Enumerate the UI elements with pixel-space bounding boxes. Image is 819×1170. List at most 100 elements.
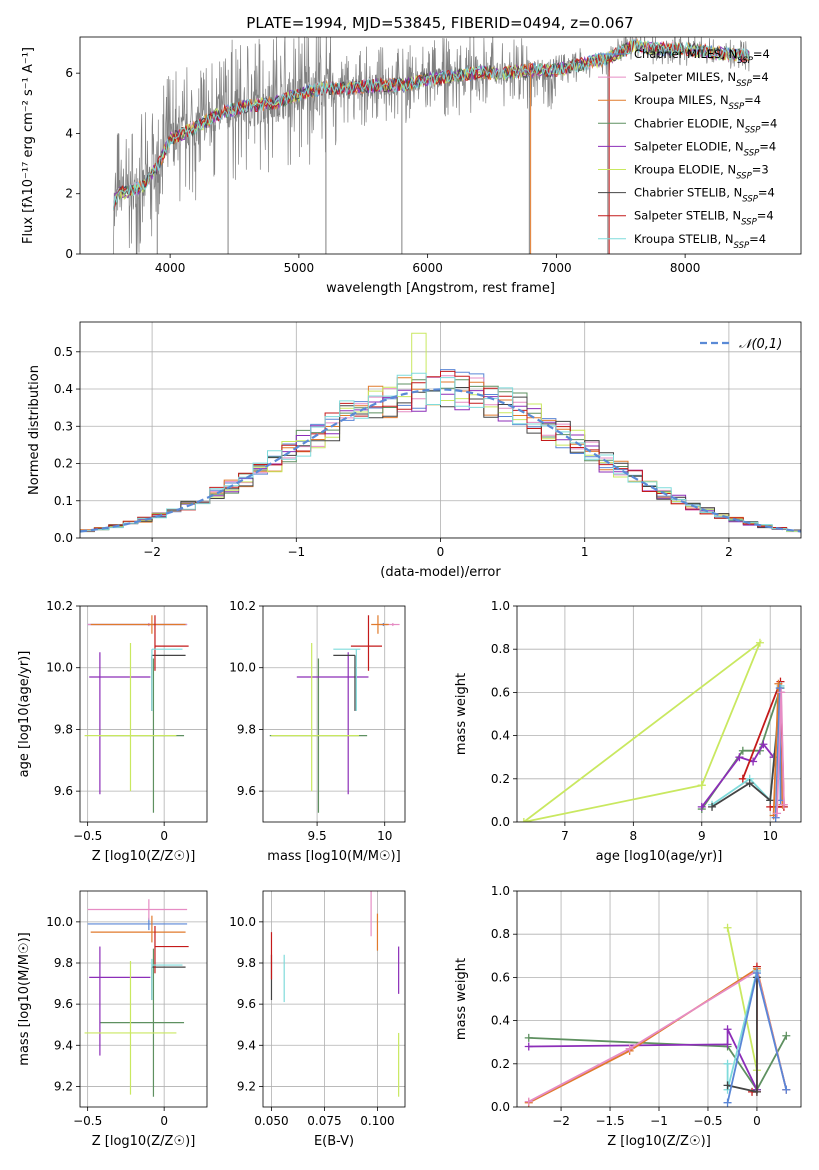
y-tick-label: 10.0 — [229, 661, 256, 675]
plot-area — [80, 606, 207, 822]
y-tick-label: 0.8 — [491, 927, 510, 941]
x-tick-label: 9 — [698, 829, 706, 843]
x-tick-label: −0.5 — [73, 829, 102, 843]
legend-label-kroupa_miles: Kroupa MILES, NSSP=4 — [634, 93, 761, 112]
legend-label-normal: 𝒩(0,1) — [739, 337, 782, 352]
legend-label-salpeter_elodie: Salpeter ELODIE, NSSP=4 — [634, 139, 776, 158]
weight-marker-kroupa_stelib — [723, 1059, 732, 1068]
y-tick-label: 0.0 — [491, 815, 510, 829]
y-tick-label: 1.0 — [491, 599, 510, 613]
weight-marker-salpeter_elodie — [723, 1025, 732, 1034]
x-tick-label: 0 — [160, 829, 168, 843]
x-tick-label: 10 — [763, 829, 778, 843]
y-tick-label: 10.0 — [229, 915, 256, 929]
figure-title: PLATE=1994, MJD=53845, FIBERID=0494, z=0… — [246, 14, 633, 32]
legend-label-salpeter_miles: Salpeter MILES, NSSP=4 — [634, 70, 769, 89]
weight-marker-kroupa_elodie — [755, 638, 764, 647]
y-tick-label: 9.8 — [54, 956, 73, 970]
weight-marker-chabrier_stelib — [752, 1087, 761, 1096]
y-tick-label: 0.5 — [54, 345, 73, 359]
x-tick-label: −2 — [552, 1114, 570, 1128]
y-tick-label: 0 — [65, 247, 73, 261]
y-tick-label: 2 — [65, 187, 73, 201]
x-tick-label: −2 — [143, 545, 161, 559]
x-axis-label: wavelength [Angstrom, rest frame] — [326, 281, 555, 296]
x-tick-label: −0.5 — [693, 1114, 722, 1128]
weight-marker-chabrier_elodie — [782, 1031, 791, 1040]
y-tick-label: 0.6 — [491, 685, 510, 699]
x-tick-label: −1 — [287, 545, 305, 559]
weight-line-salpeter_elodie — [528, 1028, 758, 1091]
y-tick-label: 0.4 — [491, 1014, 510, 1028]
weight-marker-kroupa_elodie — [723, 923, 732, 932]
y-tick-label: 10.2 — [229, 599, 256, 613]
y-tick-label: 1.0 — [491, 884, 510, 898]
x-tick-label: 8 — [630, 829, 638, 843]
weight-marker-chabrier_elodie — [524, 1033, 533, 1042]
y-tick-label: 0.2 — [491, 772, 510, 786]
y-tick-label: 10.0 — [46, 915, 73, 929]
y-tick-label: 0.8 — [491, 642, 510, 656]
x-axis-label: Z [log10(Z/Z☉)] — [92, 849, 196, 864]
x-tick-label: 4000 — [155, 261, 186, 275]
x-tick-label: −1 — [650, 1114, 668, 1128]
y-tick-label: 0.4 — [54, 382, 73, 396]
y-axis-label: age [log10(age/yr)] — [17, 651, 32, 778]
x-tick-label: 0.075 — [307, 1114, 341, 1128]
y-tick-label: 0.0 — [54, 531, 73, 545]
x-tick-label: −1.5 — [595, 1114, 624, 1128]
weight-marker-kroupa_elodie — [519, 818, 528, 822]
y-tick-label: 9.8 — [237, 722, 256, 736]
axes-mass_vs_Z: −0.5 0 9.2 9.4 9.6 9.8 10.0 Z [log10(Z/Z☉)] mass… — [17, 890, 208, 1149]
y-tick-label: 10.2 — [46, 599, 73, 613]
weight-marker-chabrier_miles — [723, 1098, 732, 1107]
legend-label-salpeter_stelib: Salpeter STELIB, NSSP=4 — [634, 209, 774, 228]
x-axis-label: age [log10(age/yr)] — [596, 849, 723, 864]
weight-marker-chabrier_miles — [771, 813, 780, 822]
weight-marker-chabrier_miles — [775, 684, 784, 693]
axes-age_vs_Z: −0.5 0 9.6 9.8 10.0 10.2 Z [log10(Z/Z☉)] age [l… — [17, 599, 208, 864]
plot-area — [517, 606, 801, 822]
axes-frame — [79, 605, 208, 823]
normal-curve — [80, 388, 801, 533]
plot-area — [517, 891, 801, 1107]
axes-frame — [79, 890, 208, 1108]
y-tick-label: 9.6 — [54, 997, 73, 1011]
y-tick-label: 9.6 — [54, 784, 73, 798]
y-tick-label: 9.4 — [237, 1038, 256, 1052]
plot-area — [263, 606, 405, 822]
x-tick-label: 9.5 — [308, 829, 327, 843]
weight-marker-kroupa_elodie — [697, 781, 706, 790]
axes-frame — [516, 605, 802, 823]
x-tick-label: 0.050 — [254, 1114, 288, 1128]
y-tick-label: 0.2 — [491, 1057, 510, 1071]
axes-massweight_vs_age: 7 8 9 10 0.0 0.2 0.4 0.6 0.8 1.0 age [log10(age/yr… — [454, 599, 802, 864]
axes-residuals: −2 −1 0 1 2 0.0 0.1 0.2 0.3 0.4 0.5 (data-model)/er… — [27, 321, 802, 580]
y-tick-label: 9.2 — [54, 1079, 73, 1093]
legend-label-kroupa_stelib: Kroupa STELIB, NSSP=4 — [634, 232, 766, 251]
weight-marker-salpeter_elodie — [723, 1040, 732, 1049]
weight-marker-salpeter_miles — [625, 1044, 634, 1053]
model-line-kroupa_stelib — [113, 39, 749, 211]
x-tick-label: 2 — [725, 545, 733, 559]
x-tick-label: 7 — [561, 829, 569, 843]
axes-frame — [79, 321, 802, 539]
weight-line-kroupa_elodie — [523, 639, 762, 822]
axes-frame — [262, 605, 406, 823]
weight-marker-chabrier_stelib — [723, 1081, 732, 1090]
axes-massweight_vs_Z: −2 −1.5 −1 −0.5 0 0.0 0.2 0.4 0.6 0.8 1.0 Z [log10(… — [454, 884, 802, 1149]
weight-marker-salpeter_elodie — [759, 740, 768, 749]
x-tick-label: 0 — [160, 1114, 168, 1128]
x-tick-label: 10 — [377, 829, 392, 843]
y-axis-label: mass weight — [454, 958, 469, 1040]
weight-marker-kroupa_miles — [774, 679, 783, 688]
spectrum-legend: Chabrier MILES, NSSP=4 Salpeter MILES, NS… — [598, 47, 777, 251]
weight-line-chabrier_elodie — [528, 1035, 788, 1092]
weight-marker-salpeter_elodie — [697, 802, 706, 811]
y-tick-label: 0.4 — [491, 729, 510, 743]
y-tick-label: 4 — [65, 126, 73, 140]
weight-marker-chabrier_stelib — [745, 779, 754, 788]
y-tick-label: 9.8 — [54, 722, 73, 736]
weight-marker-salpeter_elodie — [735, 753, 744, 762]
